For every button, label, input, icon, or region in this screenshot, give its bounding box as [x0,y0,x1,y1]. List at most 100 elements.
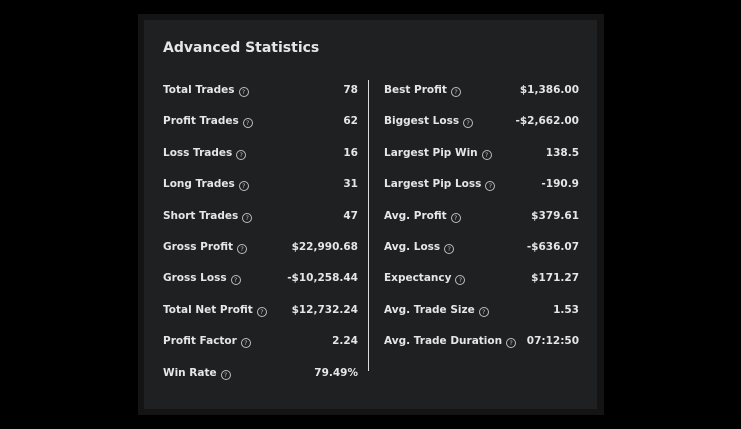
stat-value: 2.24 [332,335,358,348]
stat-row: Avg. Loss? -$636.07 [384,241,579,272]
stat-row: Long Trades? 31 [163,178,358,209]
stat-label-wrap: Avg. Trade Size? [384,304,489,317]
help-icon[interactable]: ? [236,149,247,160]
help-icon[interactable]: ? [463,118,474,129]
stat-value: 78 [343,84,358,96]
stat-label: Short Trades [163,209,239,222]
stat-label-wrap: Total Net Profit? [163,304,267,317]
stat-label-wrap: Profit Factor? [163,335,251,349]
help-icon[interactable]: ? [230,275,241,286]
stat-label-wrap: Largest Pip Win? [384,147,492,160]
stat-label-wrap: Expectancy? [384,272,466,286]
stat-value: 79.49% [314,366,358,379]
help-icon[interactable]: ? [240,338,251,349]
help-icon[interactable]: ? [485,181,496,192]
stat-value: $22,990.68 [291,240,358,253]
stat-label-wrap: Loss Trades? [163,146,247,160]
stat-label: Best Profit [384,84,447,96]
stat-row: Loss Trades? 16 [163,147,358,178]
stat-label-wrap: Avg. Loss? [384,240,455,254]
stat-value: 1.53 [553,303,579,316]
stats-frame: Advanced Statistics Total Trades? 78 Profi… [138,14,604,415]
stat-label: Long Trades [163,178,235,191]
stat-value: 07:12:50 [526,335,579,348]
stat-row: Gross Profit? $22,990.68 [163,241,358,272]
stat-label-wrap: Avg. Profit? [384,210,461,223]
stat-label-wrap: Gross Loss? [163,272,241,286]
stat-value: 31 [343,178,358,191]
stat-label-wrap: Gross Profit? [163,240,248,254]
stat-label-wrap: Long Trades? [163,178,249,192]
stat-value: -$636.07 [526,240,579,253]
stat-label-wrap: Total Trades? [163,84,249,97]
stat-label-wrap: Win Rate? [163,367,231,380]
stat-row: Total Trades? 78 [163,84,358,115]
stat-row: Profit Factor? 2.24 [163,335,358,366]
stat-row: Biggest Loss? -$2,662.00 [384,115,579,146]
help-icon[interactable]: ? [242,212,253,223]
stat-value: $12,732.24 [291,303,358,316]
column-divider [368,80,369,371]
stat-value: -$2,662.00 [515,115,579,128]
stat-value: -190.9 [541,178,579,191]
help-icon[interactable]: ? [455,275,466,286]
stat-label: Biggest Loss [384,115,460,128]
stat-row: Expectancy? $171.27 [384,272,579,303]
stat-label: Loss Trades [163,146,233,159]
stat-label: Avg. Loss [384,240,441,253]
help-icon[interactable]: ? [444,243,455,254]
stat-label-wrap: Best Profit? [384,84,461,97]
help-icon[interactable]: ? [478,306,489,317]
help-icon[interactable]: ? [481,149,492,160]
help-icon[interactable]: ? [238,87,249,97]
stat-label: Gross Profit [163,240,234,253]
stat-label: Avg. Trade Duration [384,335,503,348]
stat-row: Win Rate? 79.49% [163,367,358,398]
stat-value: $171.27 [531,272,579,285]
help-icon[interactable]: ? [256,306,267,317]
help-icon[interactable]: ? [238,181,249,192]
help-icon[interactable]: ? [450,87,461,97]
stat-row: Gross Loss? -$10,258.44 [163,272,358,303]
help-icon[interactable]: ? [220,369,231,380]
stat-label: Win Rate [163,366,217,379]
stat-row: Avg. Profit? $379.61 [384,210,579,241]
stat-row: Best Profit? $1,386.00 [384,84,579,115]
stat-value: 16 [343,146,358,159]
right-stats-column: Best Profit? $1,386.00 Biggest Loss? -$2,66… [384,84,579,367]
stat-label: Profit Trades [163,115,239,128]
help-icon[interactable]: ? [450,212,461,223]
stat-value: 138.5 [545,146,579,159]
stat-row: Largest Pip Loss? -190.9 [384,178,579,209]
stat-row: Avg. Trade Size? 1.53 [384,304,579,335]
stat-label-wrap: Largest Pip Loss? [384,178,496,192]
stat-row: Largest Pip Win? 138.5 [384,147,579,178]
help-icon[interactable]: ? [242,118,253,129]
stat-value: -$10,258.44 [287,272,358,285]
stat-label-wrap: Avg. Trade Duration? [384,335,517,349]
stat-label: Profit Factor [163,335,237,348]
stat-label: Total Trades [163,84,235,96]
left-stats-column: Total Trades? 78 Profit Trades? 62 Loss Trad… [163,84,358,398]
stat-row: Short Trades? 47 [163,210,358,241]
stat-value: $1,386.00 [519,84,579,96]
help-icon[interactable]: ? [237,243,248,254]
stat-label: Avg. Trade Size [384,303,475,316]
stat-label: Total Net Profit [163,303,253,316]
stat-label: Largest Pip Win [384,146,478,159]
stat-label: Expectancy [384,272,452,285]
advanced-statistics-panel: Advanced Statistics Total Trades? 78 Profi… [144,20,597,409]
stat-label-wrap: Profit Trades? [163,115,253,129]
stat-label: Gross Loss [163,272,227,285]
help-icon[interactable]: ? [506,338,517,349]
panel-title: Advanced Statistics [163,40,320,56]
stat-value: $379.61 [531,209,579,222]
stat-label-wrap: Biggest Loss? [384,115,474,129]
stat-value: 62 [343,115,358,128]
stat-label-wrap: Short Trades? [163,209,253,223]
stat-row: Avg. Trade Duration? 07:12:50 [384,335,579,366]
stat-value: 47 [343,209,358,222]
stat-row: Profit Trades? 62 [163,115,358,146]
stat-label: Avg. Profit [384,209,447,222]
stat-label: Largest Pip Loss [384,178,482,191]
